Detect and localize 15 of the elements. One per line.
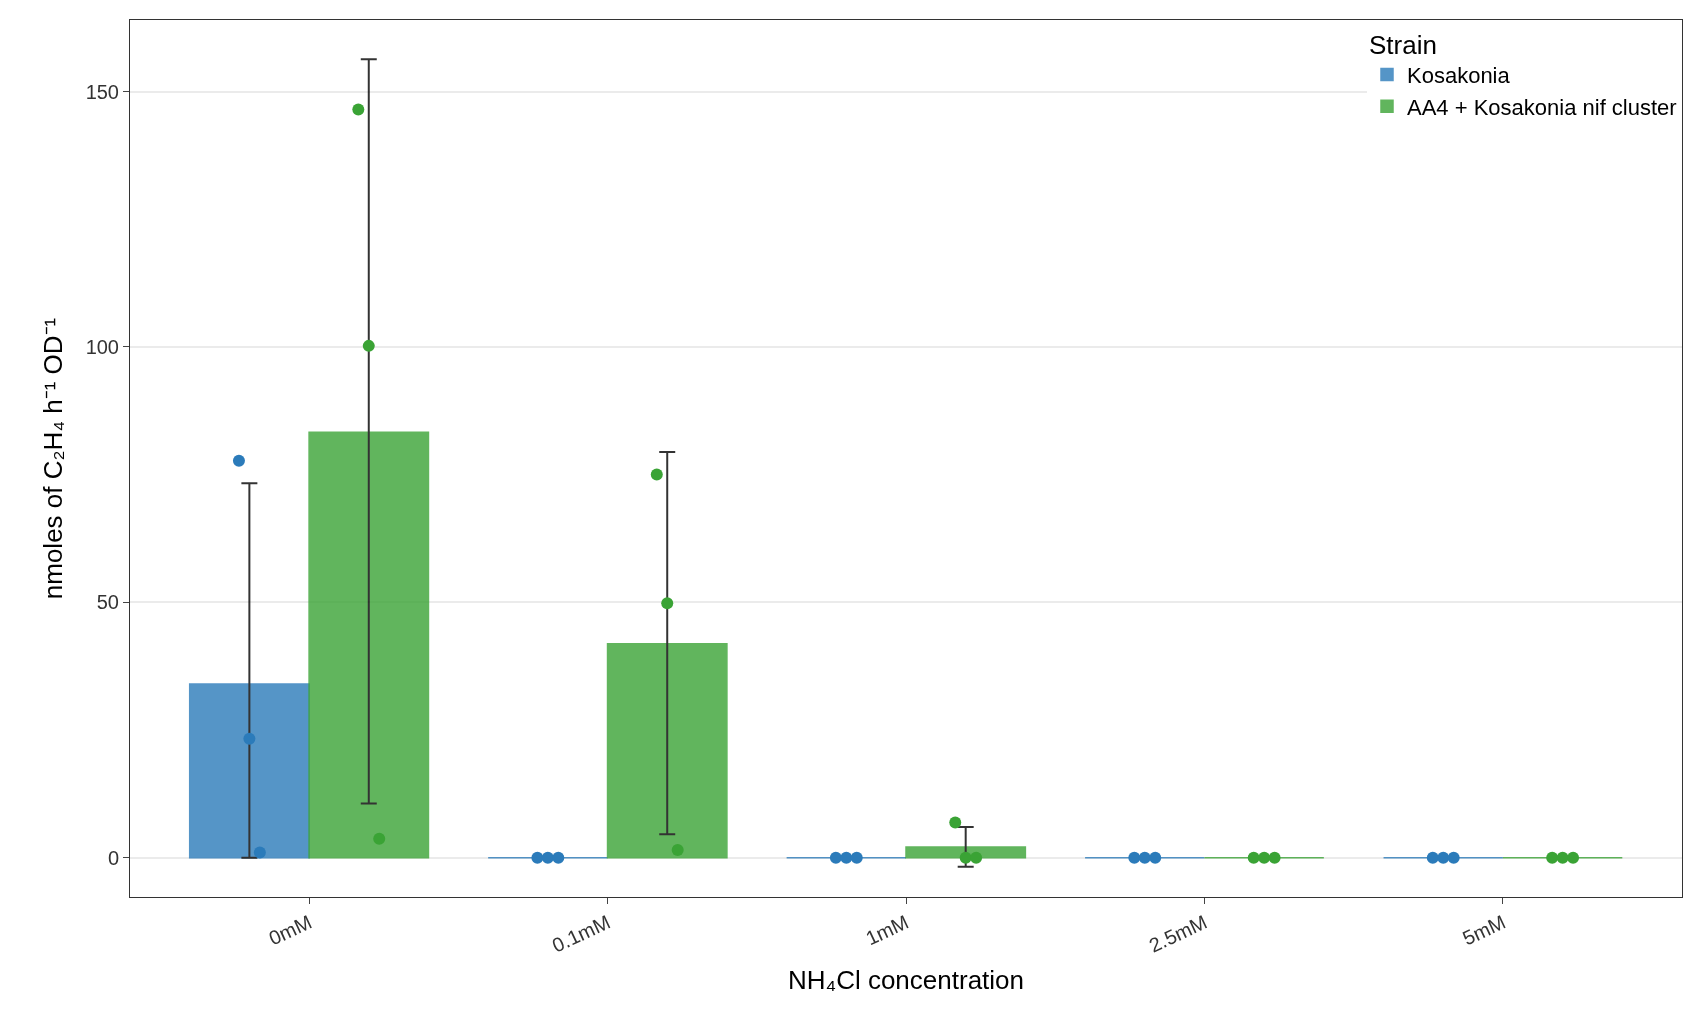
y-tick-label: 150 [85,80,119,103]
x-tick-label: 1mM [862,910,912,950]
y-tick-label: 100 [85,335,119,358]
x-tick-label: 0mM [265,910,315,950]
bar [308,431,430,859]
bar [606,642,728,859]
legend-label: Kosakonia [1407,63,1511,89]
legend-label: AA4 + Kosakonia nif cluster [1407,94,1677,120]
y-tick-label: 50 [96,591,119,614]
bar [188,683,310,859]
legend-title: Strain [1369,29,1437,60]
x-tick-label: 5mM [1459,910,1509,950]
y-axis-title: nmoles of C₂H₄ h⁻¹ OD⁻¹ [38,317,69,600]
x-axis-title: NH₄Cl concentration [787,965,1025,996]
y-tick-label: 0 [107,846,119,869]
